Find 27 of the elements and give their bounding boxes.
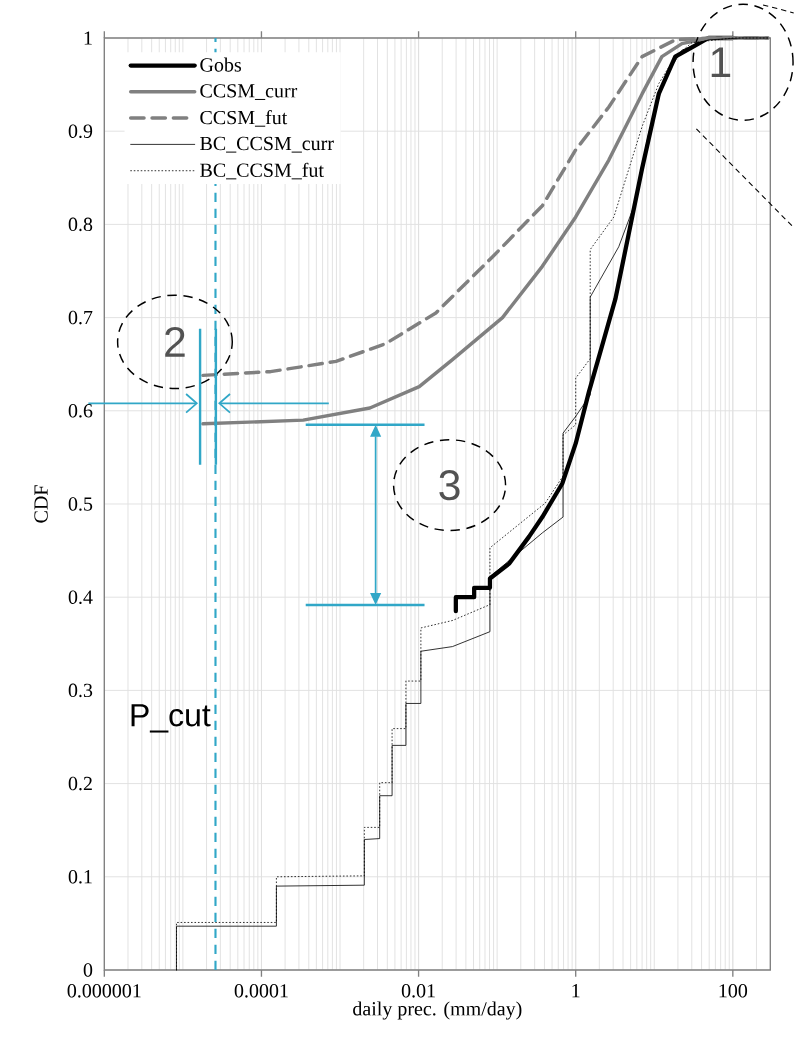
x-tick-label: 0.0001 (234, 984, 288, 998)
x-tick-label: 100 (719, 984, 747, 998)
annotation: 2 (165, 326, 185, 357)
y-tick-label: 0.6 (68, 404, 93, 418)
y-tick-label: 0.1 (68, 870, 92, 884)
y-tick-label: 0.7 (68, 310, 93, 325)
y-tick-label: 0.3 (68, 683, 93, 698)
annotation: 3 (439, 470, 460, 501)
x-tick-label: 0.000001 (67, 984, 141, 998)
legend-label: CCSM_curr (200, 84, 297, 100)
annotation: 1 (711, 47, 730, 77)
y-tick-label: 1 (84, 31, 92, 45)
y-tick-label: 0.2 (68, 776, 92, 791)
y-tick-label: 0.9 (68, 124, 92, 138)
y-axis-title: CDF (34, 485, 48, 523)
y-tick-label: 0.4 (68, 590, 93, 604)
legend-label: Gobs (200, 57, 241, 72)
y-tick-label: 0.5 (68, 497, 93, 511)
y-tick-label: 0 (83, 963, 93, 977)
x-axis-title: daily prec. (mm/day) (352, 1001, 522, 1020)
x-tick-label: 0.01 (401, 984, 435, 998)
x-tick-label: 1 (572, 984, 580, 998)
y-tick-label: 0.8 (68, 217, 93, 232)
legend-label: BC_CCSM_curr (199, 136, 334, 153)
legend-label: BC_CCSM_fut (199, 162, 324, 180)
legend-label: CCSM_fut (200, 110, 288, 127)
ref-line-label: P_cut (131, 704, 211, 733)
